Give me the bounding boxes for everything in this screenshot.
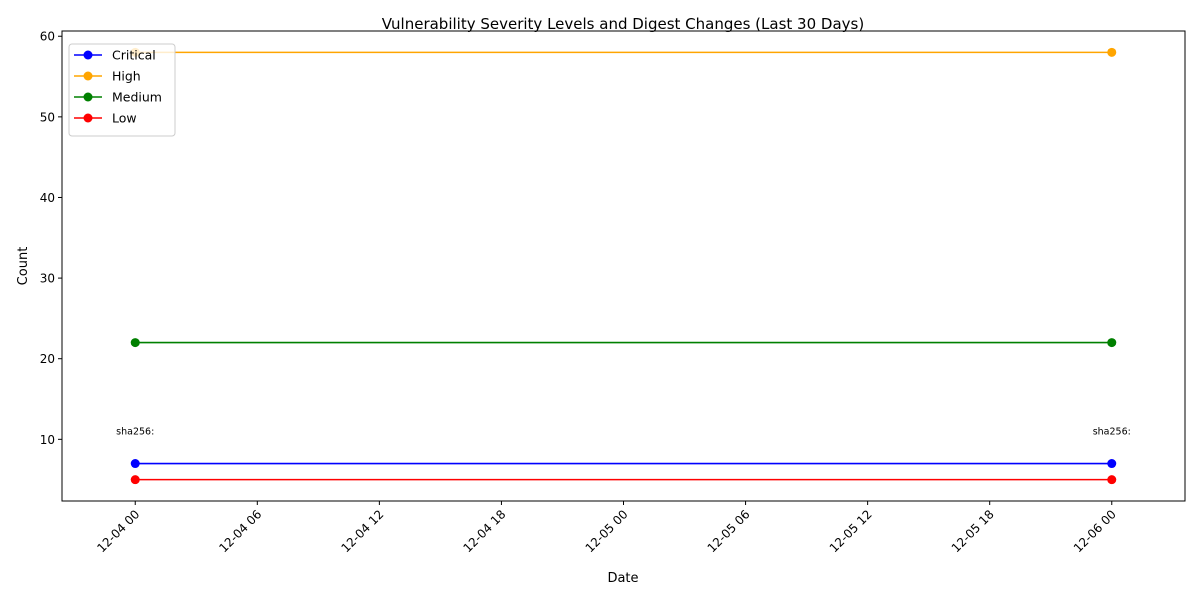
series-low xyxy=(130,475,1117,485)
x-axis-label: Date xyxy=(607,571,638,586)
legend-marker xyxy=(83,71,93,81)
y-tick-label: 10 xyxy=(40,433,55,447)
legend-box xyxy=(68,43,176,137)
x-tick-label: 12-04 12 xyxy=(338,507,386,555)
data-point xyxy=(1107,338,1117,348)
legend-label: Low xyxy=(112,111,137,126)
x-tick-label: 12-04 06 xyxy=(216,507,264,555)
legend-entry: Critical xyxy=(74,48,156,63)
y-tick-label: 20 xyxy=(40,352,55,366)
legend: Critical High Medium Low xyxy=(68,43,176,137)
y-axis-label: Count xyxy=(16,247,31,286)
data-point xyxy=(1107,47,1117,57)
legend-label: High xyxy=(112,69,141,84)
y-tick-label: 40 xyxy=(40,191,55,205)
data-point xyxy=(1107,475,1117,485)
y-tick-label: 60 xyxy=(40,30,55,44)
legend-label: Medium xyxy=(112,90,162,105)
legend-entry: Low xyxy=(74,111,137,126)
series-layer xyxy=(130,47,1117,485)
axes: 12-04 00 12-04 06 12-04 12 12-04 18 12-05 00… xyxy=(40,30,1119,556)
data-point xyxy=(130,475,140,485)
digest-annotation: sha256: xyxy=(1093,426,1131,437)
legend-marker xyxy=(83,50,93,60)
x-tick-label: 12-06 00 xyxy=(1071,507,1119,555)
legend-marker xyxy=(83,113,93,123)
data-point xyxy=(130,459,140,469)
legend-entry: High xyxy=(74,69,141,84)
series-high xyxy=(130,47,1117,57)
x-tick-label: 12-05 18 xyxy=(949,507,997,555)
x-tick-label: 12-04 18 xyxy=(461,507,509,555)
x-tick-label: 12-05 06 xyxy=(705,507,753,555)
chart-title: Vulnerability Severity Levels and Digest… xyxy=(382,15,864,33)
series-critical xyxy=(130,459,1117,469)
data-point xyxy=(1107,459,1117,469)
legend-entry: Medium xyxy=(74,90,162,105)
x-tick-label: 12-05 00 xyxy=(583,507,631,555)
y-tick-label: 30 xyxy=(40,272,55,286)
data-point xyxy=(130,338,140,348)
plot-frame xyxy=(61,30,1186,502)
legend-marker xyxy=(83,92,93,102)
x-tick-label: 12-05 12 xyxy=(827,507,875,555)
x-tick-label: 12-04 00 xyxy=(94,507,142,555)
y-tick-label: 50 xyxy=(40,110,55,124)
digest-annotation: sha256: xyxy=(116,426,154,437)
annotations: sha256: sha256: xyxy=(116,426,1131,437)
series-medium xyxy=(130,338,1117,348)
legend-label: Critical xyxy=(112,48,156,63)
